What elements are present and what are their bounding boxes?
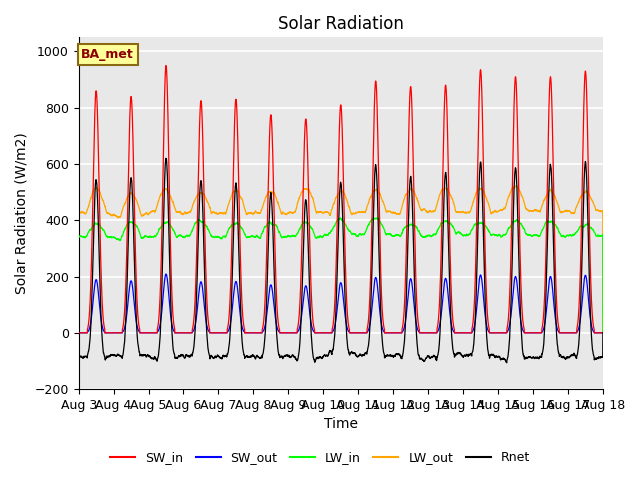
LW_in (429, 232, 437, 238)
SW_in (458, 330, 466, 336)
SW_out (321, 330, 329, 336)
Rnet (598, 354, 606, 360)
SW_in (162, 62, 170, 68)
LW_out (488, 210, 495, 216)
Rnet (321, 352, 329, 358)
SW_out (429, 330, 437, 336)
Title: Solar Radiation: Solar Radiation (278, 15, 404, 33)
LW_out (169, 199, 177, 205)
Text: BA_met: BA_met (81, 48, 134, 61)
Line: LW_out: LW_out (79, 186, 603, 333)
SW_in (599, 330, 607, 336)
Y-axis label: Solar Radiation (W/m2): Solar Radiation (W/m2) (15, 132, 29, 294)
Rnet (162, 156, 170, 161)
LW_in (598, 232, 606, 238)
LW_out (321, 210, 329, 216)
LW_out (598, 208, 606, 214)
Rnet (599, 330, 607, 336)
LW_out (429, 208, 436, 214)
LW_in (75, 234, 83, 240)
SW_out (598, 330, 606, 336)
LW_in (321, 232, 329, 238)
Line: LW_in: LW_in (79, 218, 603, 333)
Rnet (169, 344, 177, 350)
SW_out (162, 271, 170, 277)
LW_out (599, 330, 607, 336)
SW_in (75, 330, 83, 336)
SW_in (488, 330, 495, 336)
SW_out (599, 330, 607, 336)
Rnet (429, 354, 437, 360)
Rnet (503, 360, 511, 366)
SW_out (169, 326, 177, 332)
LW_out (458, 209, 466, 215)
LW_in (169, 227, 177, 233)
X-axis label: Time: Time (324, 418, 358, 432)
Rnet (75, 352, 83, 358)
LW_in (488, 232, 495, 238)
Legend: SW_in, SW_out, LW_in, LW_out, Rnet: SW_in, SW_out, LW_in, LW_out, Rnet (105, 446, 535, 469)
SW_out (458, 330, 466, 336)
LW_out (511, 183, 518, 189)
Line: Rnet: Rnet (79, 158, 603, 363)
LW_in (599, 330, 607, 336)
Rnet (488, 352, 495, 358)
SW_out (75, 330, 83, 336)
SW_in (429, 330, 437, 336)
SW_in (598, 330, 606, 336)
Rnet (458, 353, 466, 359)
SW_out (488, 330, 495, 336)
SW_in (321, 330, 329, 336)
SW_in (169, 312, 177, 318)
LW_in (458, 232, 466, 238)
LW_out (75, 212, 83, 217)
LW_in (337, 215, 344, 221)
Line: SW_in: SW_in (79, 65, 603, 333)
Line: SW_out: SW_out (79, 274, 603, 333)
